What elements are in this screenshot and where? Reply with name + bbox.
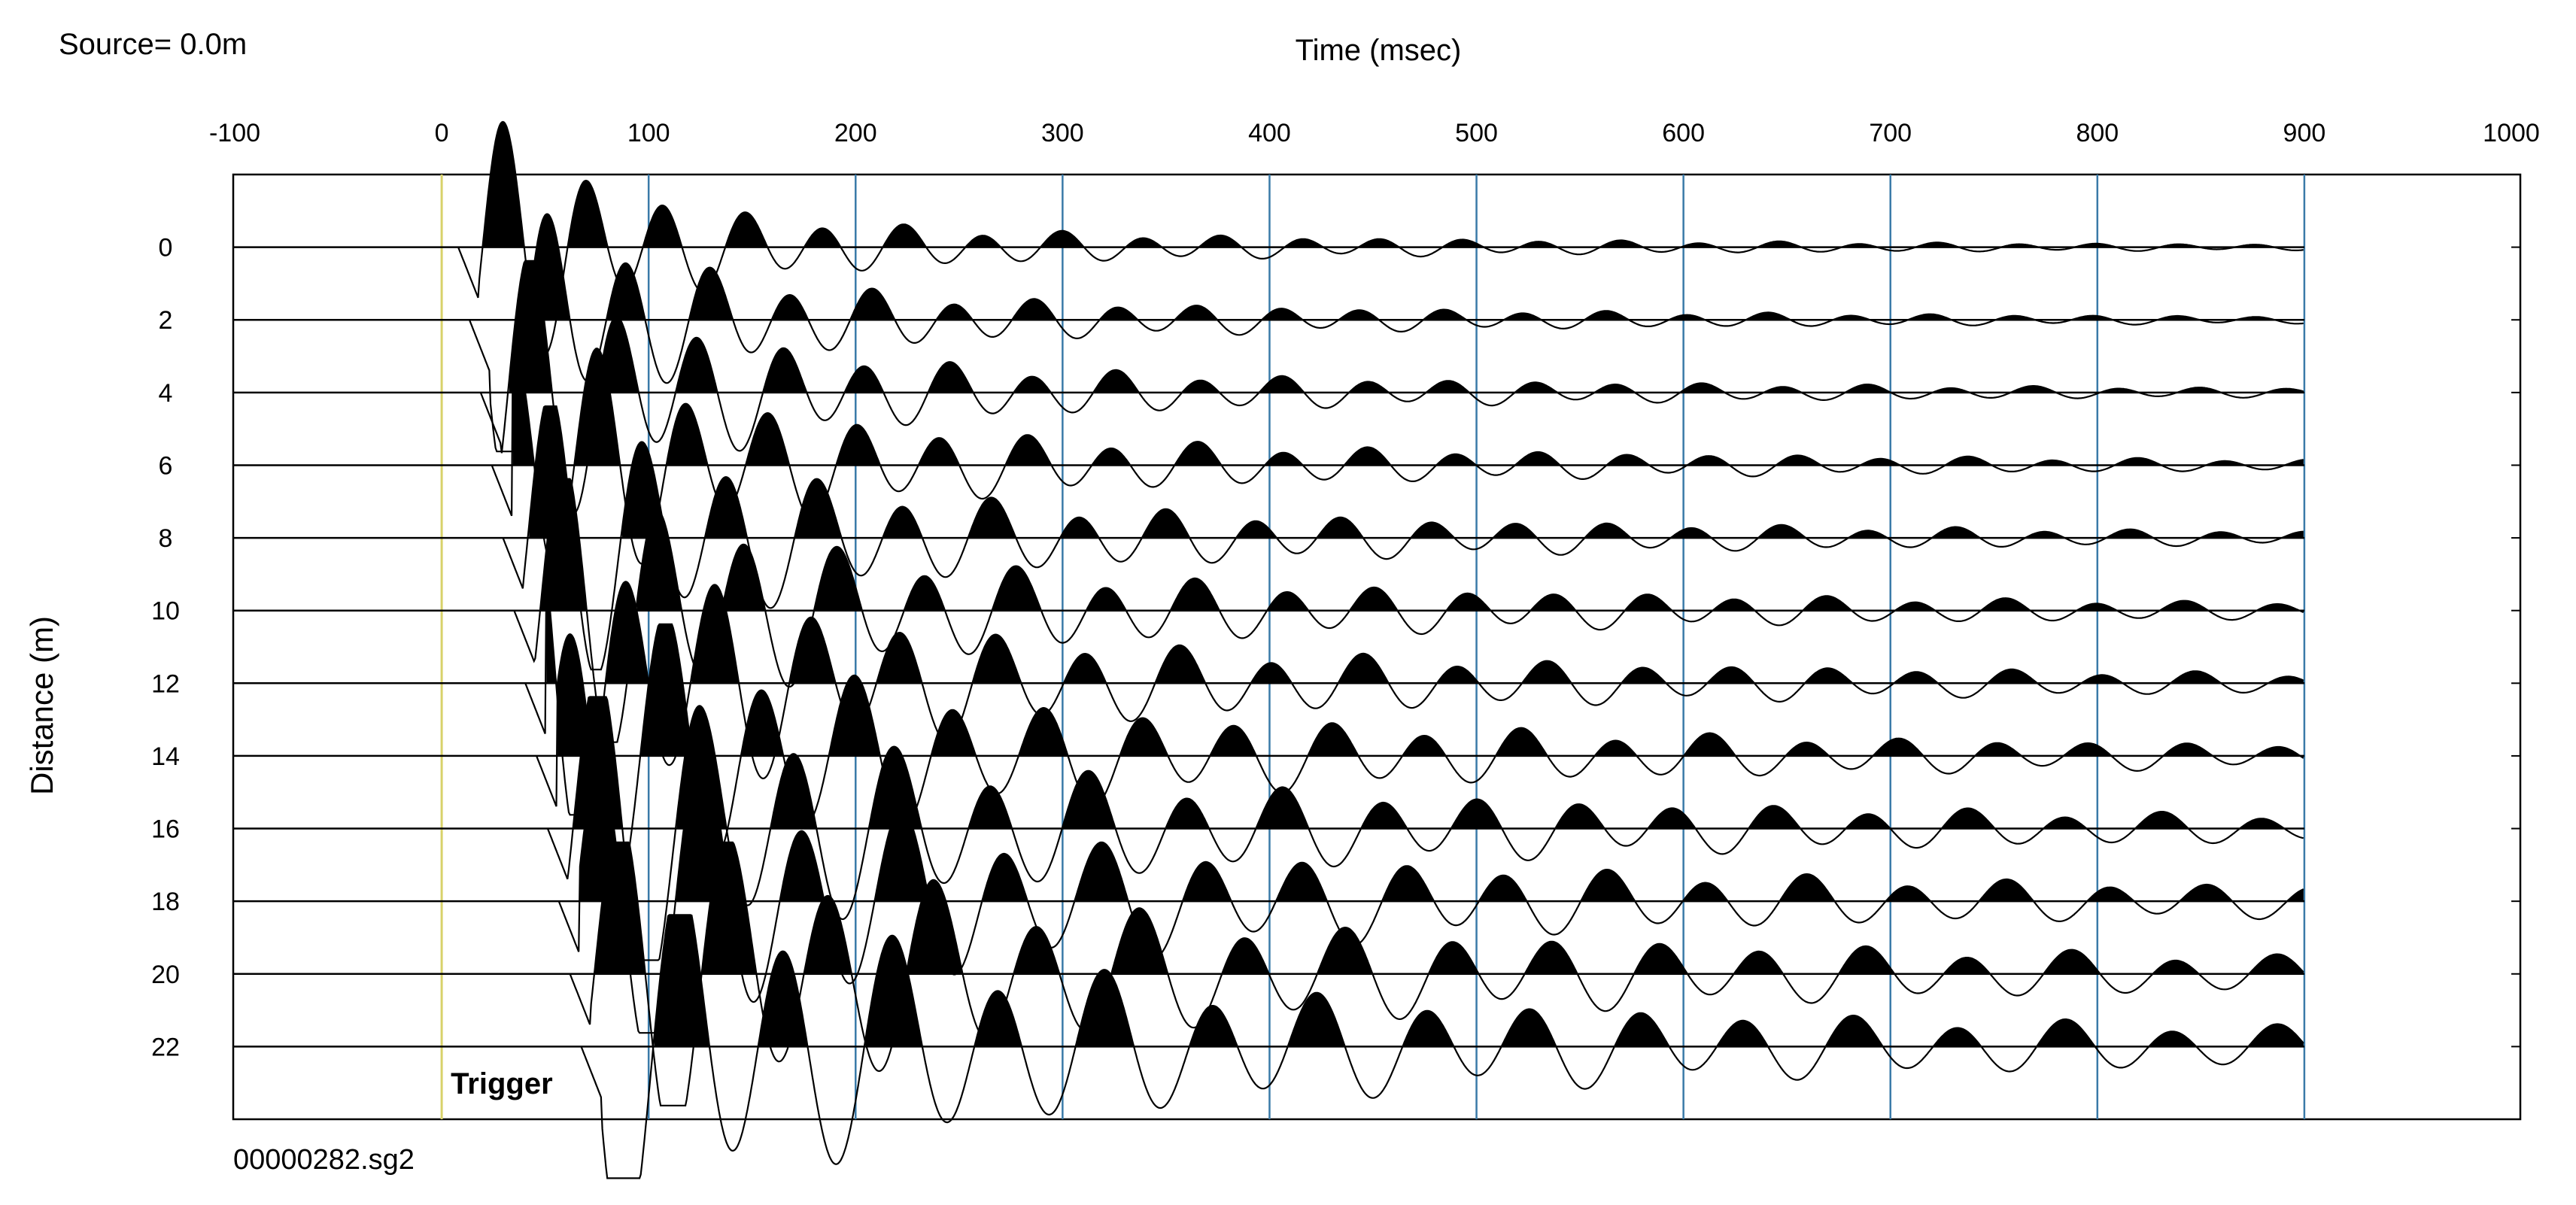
trace-wiggle	[580, 914, 2304, 1179]
trace-wiggle	[536, 623, 2304, 888]
x-tick-label: -100	[209, 119, 260, 147]
x-tick-label: 500	[1455, 119, 1498, 147]
y-tick-label: 22	[151, 1033, 180, 1061]
trace-wiggle	[457, 120, 2304, 356]
x-tick-label: 200	[834, 119, 877, 147]
trace-fill	[512, 348, 2304, 466]
x-tick-label: 800	[2076, 119, 2119, 147]
trace-wiggle	[502, 405, 2304, 671]
x-tick-label: 400	[1248, 119, 1291, 147]
trigger-label: Trigger	[451, 1067, 553, 1100]
trace-fill	[546, 568, 2304, 684]
trace-fill	[529, 214, 2275, 320]
y-tick-label: 14	[151, 742, 180, 771]
x-tick-label: 900	[2283, 119, 2326, 147]
x-axis-title: Time (msec)	[1296, 34, 1462, 67]
y-tick-label: 0	[159, 234, 173, 263]
trace-fill	[509, 260, 2304, 393]
trace-fill	[483, 121, 2275, 247]
x-tick-label: 1000	[2483, 119, 2540, 147]
x-tick-label: 100	[627, 119, 670, 147]
x-tick-label: 0	[435, 119, 449, 147]
trace-wiggle	[491, 347, 2304, 570]
x-tick-label: 700	[1869, 119, 1912, 147]
trace-wiggle	[479, 260, 2304, 515]
y-tick-label: 20	[151, 961, 180, 989]
y-tick-label: 6	[159, 451, 173, 480]
y-tick-label: 10	[151, 597, 180, 626]
plot-area: -100 0 100 200 300 400 500 600 700 800 900 1000 0 2 4 6…	[151, 119, 2540, 1179]
y-tick-label: 8	[159, 524, 173, 553]
trace-fill	[573, 697, 2286, 829]
trace-wiggle	[569, 841, 2304, 1106]
y-tick-label: 2	[159, 306, 173, 335]
x-tick-label: 600	[1662, 119, 1705, 147]
y-axis-title: Distance (m)	[24, 616, 59, 795]
x-tick-label: 300	[1041, 119, 1084, 147]
trace-fill	[579, 769, 2304, 902]
trace-fill	[529, 406, 2304, 539]
y-tick-label: 18	[151, 888, 180, 916]
trace-fill	[594, 842, 2304, 974]
y-tick-label: 12	[151, 669, 180, 698]
y-tick-label: 4	[159, 379, 173, 408]
trace-fill	[654, 915, 2304, 1047]
trace-wiggle	[468, 213, 2304, 453]
trace-wiggle	[557, 769, 2304, 1034]
file-name-label: 00000282.sg2	[233, 1144, 415, 1176]
trace-wiggle	[524, 568, 2304, 816]
plot-frame	[232, 173, 2522, 1121]
source-label: Source= 0.0m	[59, 28, 247, 61]
y-tick-label: 16	[151, 815, 180, 844]
